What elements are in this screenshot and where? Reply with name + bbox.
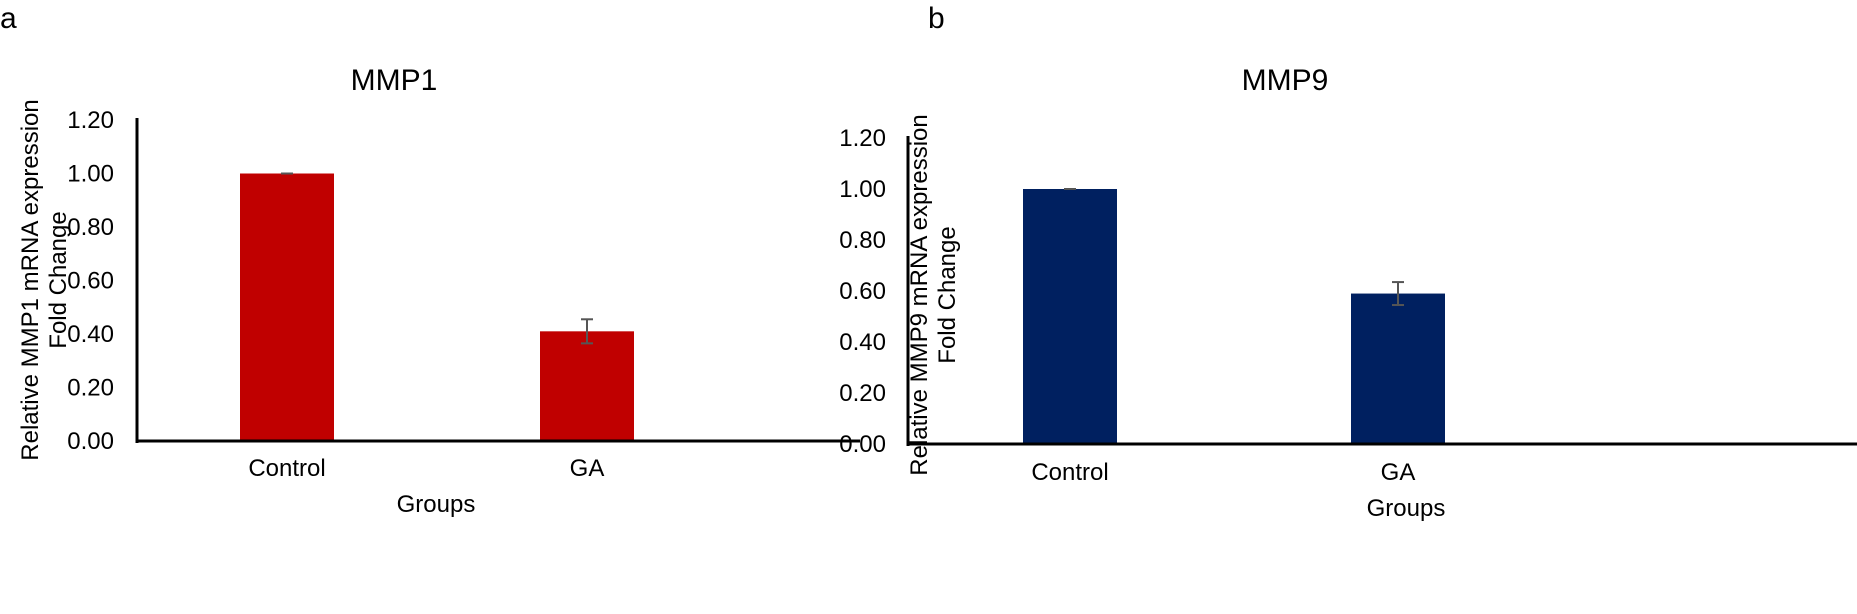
panel-a-ytick-label: 0.60	[67, 268, 114, 295]
panel-b-ytick-label: 0.40	[839, 329, 886, 356]
panel-b-ytick-label: 0.00	[839, 431, 886, 458]
panel-b-ytick-label: 1.00	[839, 176, 886, 203]
panel-a-ylabel: Relative MMP1 mRNA expression Fold Chang…	[17, 99, 72, 460]
panel-b-plot: 0.00 0.20 0.40 0.60 0.80 1.00 1.20 Control GA	[839, 125, 1857, 486]
panel-a-ytick-label: 0.20	[67, 375, 114, 402]
panel-a-xlabel: Groups	[397, 491, 476, 518]
panel-a-ylabel-line1: Relative MMP1 mRNA expression	[17, 99, 44, 460]
panel-a-ytick-label: 1.00	[67, 161, 114, 188]
panel-a-title: MMP1	[351, 64, 438, 97]
panel-b-xlabel: Groups	[1367, 495, 1446, 522]
panel-b-bar-control	[1023, 189, 1117, 444]
panel-b-ytick-label: 0.20	[839, 380, 886, 407]
panel-a-ylabel-line2: Fold Change	[45, 211, 72, 348]
panel-a-bar-control	[240, 173, 334, 441]
panel-a-category-label: GA	[570, 455, 605, 482]
panel-b-ylabel: Relative MMP9 mRNA expression Fold Chang…	[906, 114, 961, 475]
panel-a-category-label: Control	[248, 455, 325, 482]
panel-a-ytick-label: 0.40	[67, 321, 114, 348]
panel-a-plot: 0.00 0.20 0.40 0.60 0.80 1.00 1.20 Control GA	[67, 107, 860, 482]
panel-b-ytick-label: 1.20	[839, 125, 886, 152]
panel-b-category-label: GA	[1381, 459, 1416, 486]
panel-b-category-label: Control	[1031, 459, 1108, 486]
panel-a-ytick-label: 0.00	[67, 428, 114, 455]
panel-b-ylabel-line2: Fold Change	[934, 226, 961, 363]
panel-b: b MMP9 Relative MMP9 mRNA expression Fol…	[839, 2, 1857, 522]
panel-b-letter: b	[928, 2, 945, 35]
panel-b-ytick-label: 0.60	[839, 278, 886, 305]
panel-a-ytick-label: 0.80	[67, 214, 114, 241]
panel-a: a MMP1 Relative MMP1 mRNA expression Fol…	[0, 2, 860, 518]
panel-a-ytick-label: 1.20	[67, 107, 114, 134]
panel-b-ylabel-line1: Relative MMP9 mRNA expression	[906, 114, 933, 475]
panel-b-title: MMP9	[1242, 64, 1329, 97]
panel-b-bar-ga	[1351, 293, 1445, 444]
panel-a-letter: a	[0, 2, 17, 35]
panel-b-ytick-label: 0.80	[839, 227, 886, 254]
panel-a-bar-ga	[540, 331, 634, 441]
